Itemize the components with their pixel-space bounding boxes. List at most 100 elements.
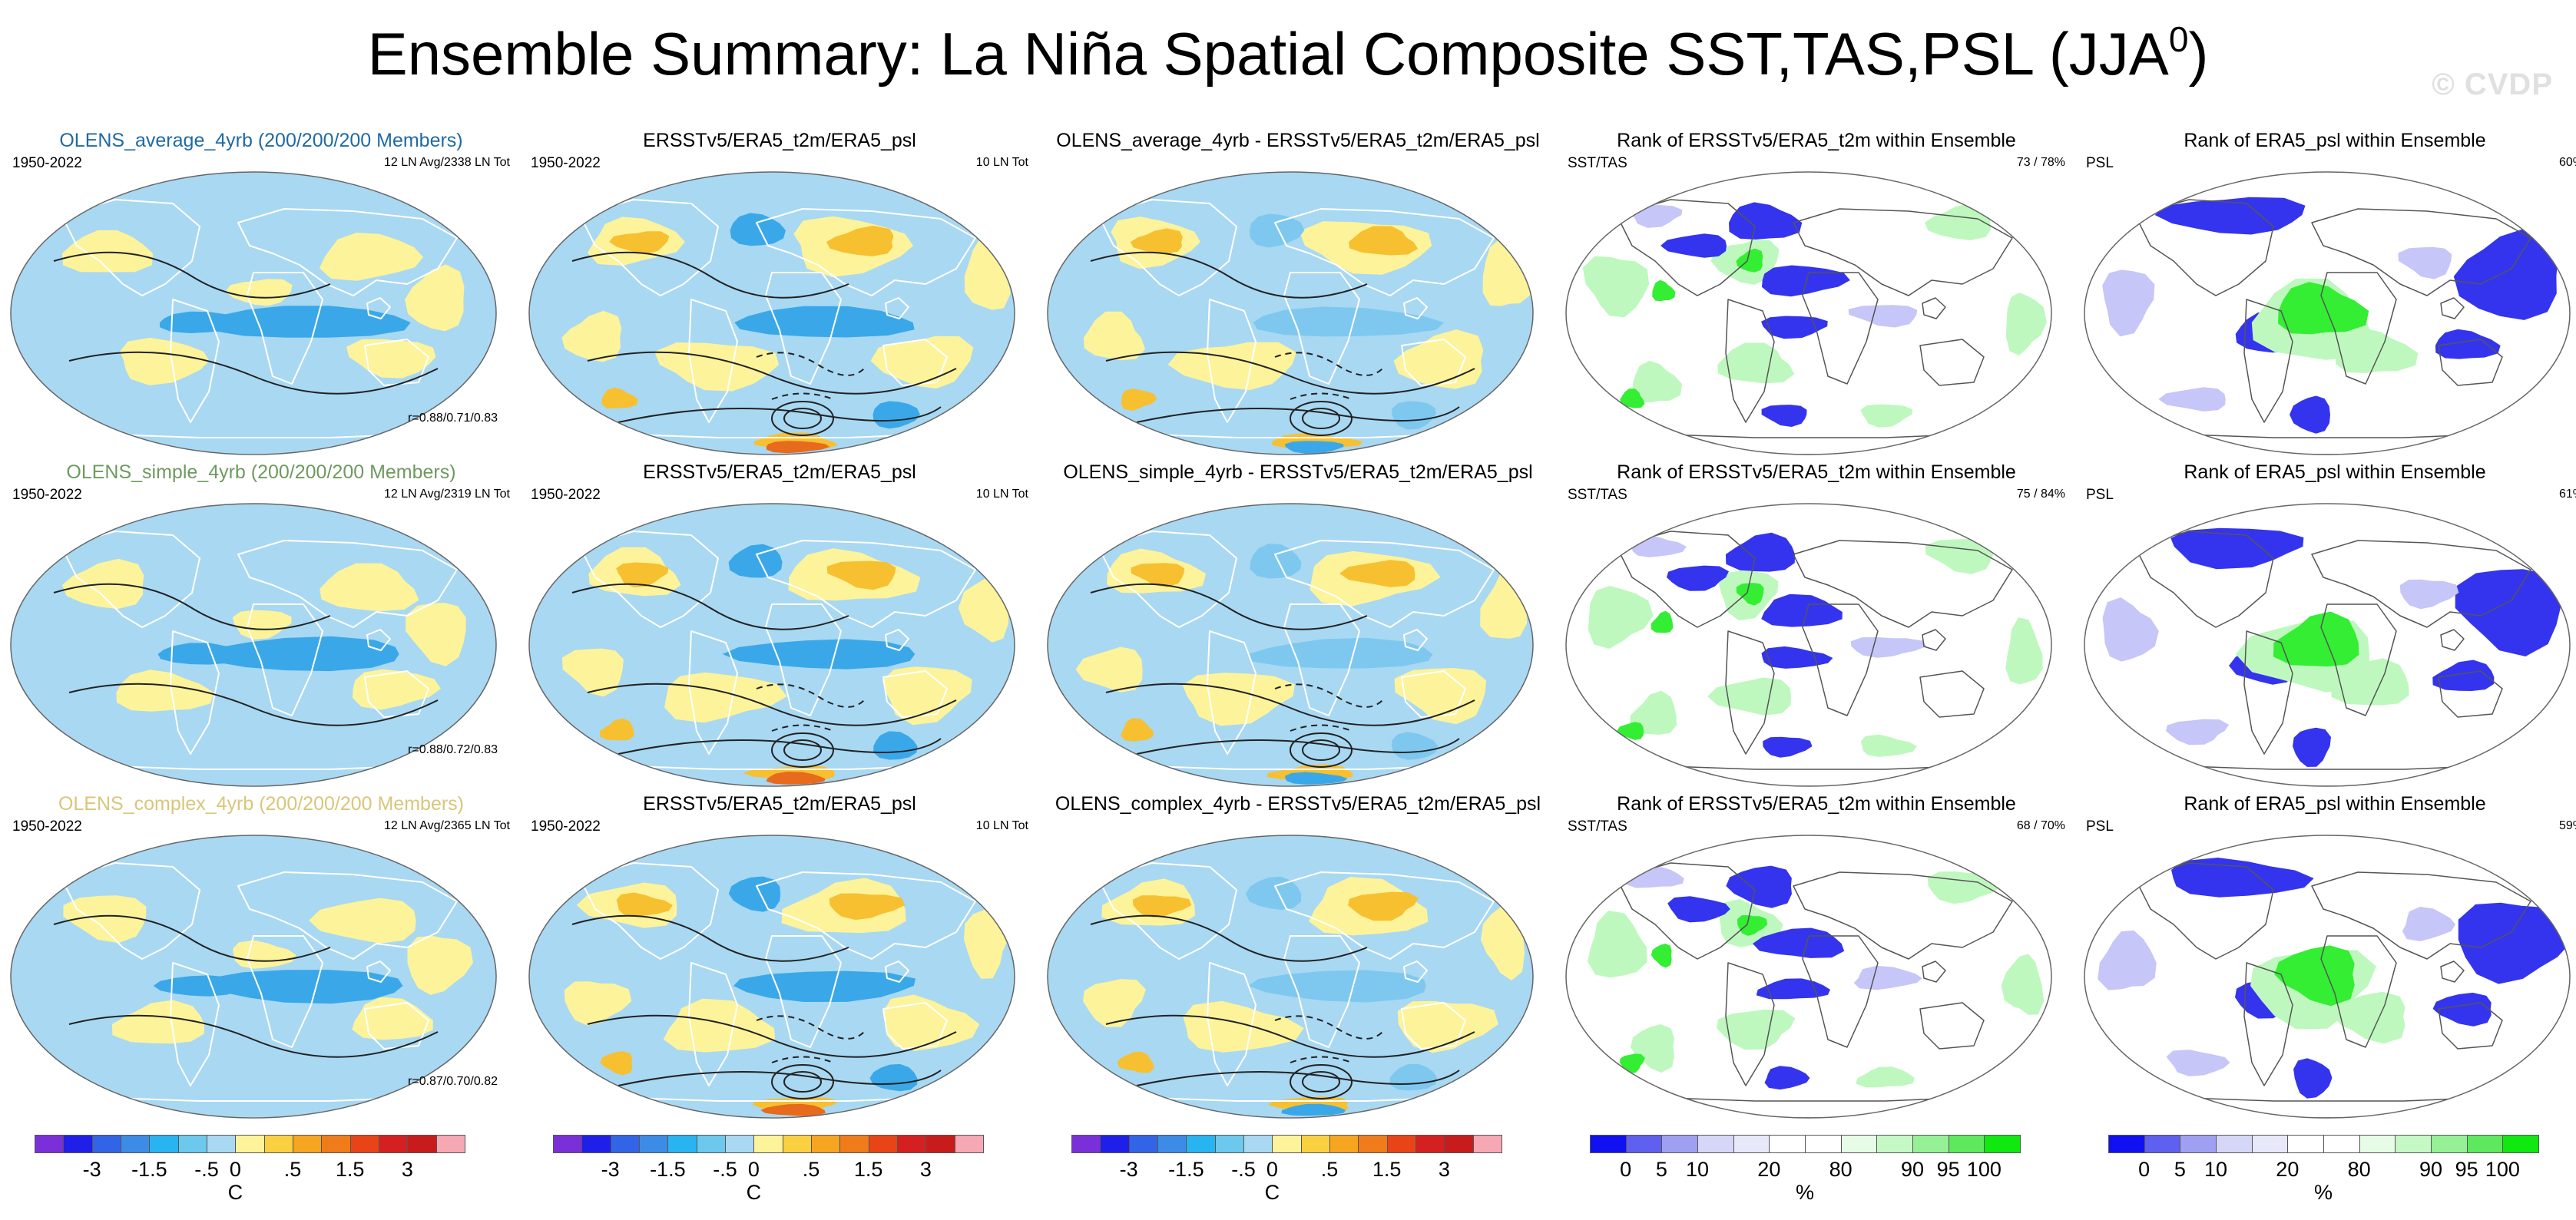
rank-high-patch <box>1737 915 1768 936</box>
coastline <box>1793 208 2013 296</box>
colorbar-box <box>1415 1135 1445 1153</box>
negative-anomaly-core <box>160 311 244 333</box>
coastline <box>1725 299 1775 423</box>
rank-midlow-patch <box>2102 269 2155 337</box>
rank-low-patch <box>1660 233 1727 258</box>
psl-contour-solid <box>1105 351 1475 395</box>
positive-anomaly-patch <box>405 264 465 332</box>
psl-contour-ring <box>1290 732 1353 768</box>
rank-low-patch <box>2432 992 2492 1027</box>
colorbar-box <box>839 1135 869 1153</box>
coastline <box>1793 540 2013 628</box>
coastline <box>247 603 323 716</box>
colorbar-box <box>2395 1135 2432 1153</box>
coastline <box>2440 960 2465 983</box>
positive-anomaly-patch <box>1083 311 1146 361</box>
coastline <box>2320 935 2397 1048</box>
rank-midhigh-patch <box>1632 360 1683 403</box>
colorbar-unit-label: C <box>746 1181 762 1204</box>
panel-count-label: 12 LN Avg/2365 LN Tot <box>384 819 510 832</box>
coastline <box>364 1002 429 1050</box>
southern-extreme-patch <box>766 441 830 454</box>
positive-anomaly-patch <box>320 563 419 612</box>
coastline <box>237 208 458 296</box>
positive-anomaly-patch <box>1397 1000 1498 1053</box>
map-field <box>1048 835 1533 1118</box>
negative-anomaly-core <box>1253 306 1445 337</box>
coastline <box>1919 670 1985 718</box>
coastline <box>1401 1002 1466 1050</box>
colorbar-tick-label: -.5 <box>194 1158 219 1181</box>
map-panel-r1c2: ERSSTv5/ERA5_t2m/ERA5_psl 1950-2022 10 LN … <box>526 129 1033 455</box>
psl-contour-solid <box>571 251 849 299</box>
coastline <box>1802 935 1879 1048</box>
psl-contour-solid <box>1105 1014 1475 1058</box>
rank-midhigh-patch <box>2331 658 2409 706</box>
colorbar-box <box>149 1135 179 1153</box>
colorbar-box <box>63 1135 93 1153</box>
panel-period-label: PSL <box>2086 155 2114 171</box>
map-border <box>2084 171 2571 455</box>
psl-contour-ring <box>771 1064 834 1099</box>
map-canvas <box>2084 171 2571 455</box>
coastline <box>1793 871 2013 960</box>
map-border <box>528 503 1015 787</box>
positive-anomaly-patch <box>1482 239 1533 306</box>
panel-period-label: SST/TAS <box>1568 487 1627 503</box>
colorbar-box <box>2323 1135 2360 1153</box>
panel-period-label: SST/TAS <box>1568 818 1627 835</box>
rank-midlow-patch <box>1848 305 1918 328</box>
coastline <box>170 630 220 755</box>
map-field <box>529 504 1015 786</box>
rank-low-patch <box>1761 405 1807 427</box>
map-field <box>1048 504 1533 786</box>
rank-low-patch <box>1667 565 1729 591</box>
coastline <box>2440 297 2465 319</box>
coastline <box>1919 1002 1985 1050</box>
rank-midhigh-patch <box>1588 911 1647 978</box>
map-border <box>528 835 1015 1119</box>
rank-midlow-patch <box>2402 907 2456 941</box>
coastline <box>364 339 429 386</box>
panel-title: ERSSTv5/ERA5_t2m/ERA5_psl <box>643 461 916 483</box>
colorbar-box <box>782 1135 812 1153</box>
map-field <box>1566 172 2051 455</box>
coastline <box>885 960 909 983</box>
panel-title: Rank of ERSSTv5/ERA5_t2m within Ensemble <box>1617 461 2016 483</box>
colorbar-box <box>121 1135 151 1153</box>
map-panel-r2c4: Rank of ERSSTv5/ERA5_t2m within Ensemble… <box>1563 461 2070 787</box>
positive-anomaly-patch <box>1183 1000 1304 1053</box>
colorbar-tick-label: 5 <box>2174 1158 2186 1181</box>
coastline <box>1919 339 1985 386</box>
coastline <box>1283 603 1360 716</box>
warm-anomaly-patch <box>826 560 896 590</box>
rank-midhigh-patch <box>1860 404 1913 428</box>
rank-low-patch <box>1729 202 1803 240</box>
rank-low-patch <box>2171 858 2314 898</box>
map-canvas <box>1565 503 2052 787</box>
colorbar-tick-label: -1.5 <box>1168 1158 1204 1181</box>
positive-anomaly-patch <box>309 898 416 944</box>
coastline <box>1922 297 1946 319</box>
coastline <box>2438 339 2503 386</box>
warm-anomaly-patch <box>1339 560 1415 587</box>
coastline <box>1725 630 1775 755</box>
coastline <box>1274 540 1495 628</box>
negative-anomaly-core <box>1248 970 1426 1003</box>
rank-low-patch <box>2432 660 2495 691</box>
panel-period-label: 1950-2022 <box>12 818 82 835</box>
southern-extreme-patch <box>1285 441 1344 454</box>
psl-contour-solid <box>571 583 849 630</box>
coastline <box>1207 630 1257 755</box>
panel-period-label: PSL <box>2086 487 2114 503</box>
panel-title: Rank of ERA5_psl within Ensemble <box>2184 793 2486 815</box>
coastline <box>1616 862 1756 960</box>
colorbar-box <box>553 1135 583 1153</box>
map-canvas <box>528 171 1015 455</box>
coastline <box>366 629 391 651</box>
warm-anomaly-patch <box>616 562 669 588</box>
rank-midlow-patch <box>2098 930 2157 990</box>
map-field <box>11 504 496 786</box>
panel-title: Rank of ERSSTv5/ERA5_t2m within Ensemble <box>1617 130 2016 151</box>
coastline <box>170 962 220 1086</box>
